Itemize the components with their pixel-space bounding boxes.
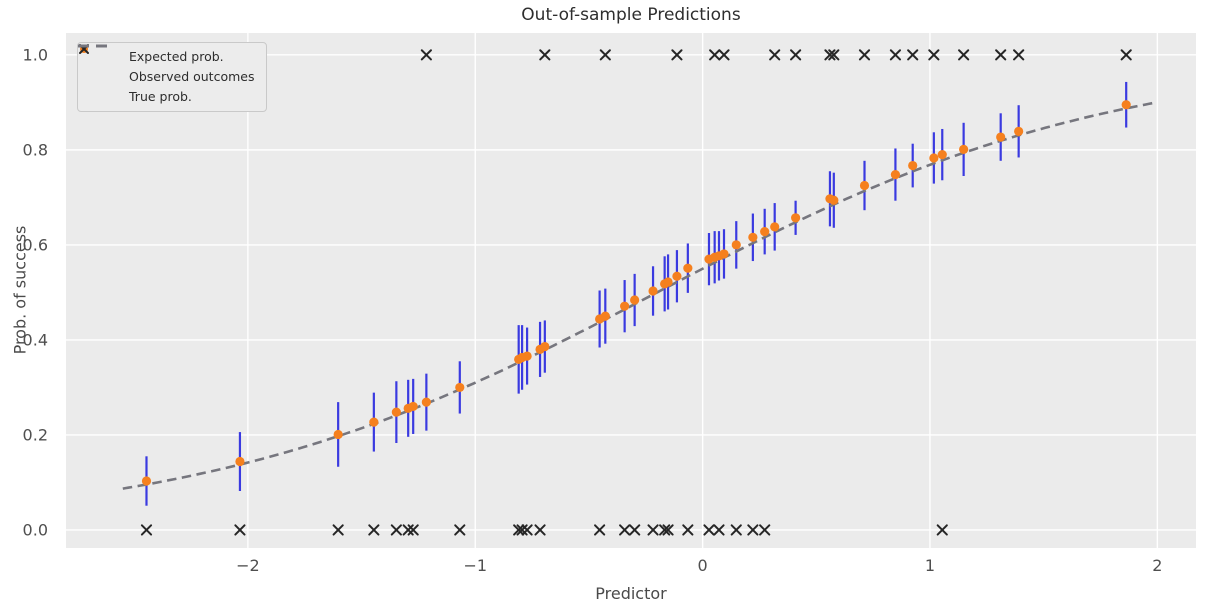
x-tick-label: 0: [697, 556, 708, 575]
chart-title: Out-of-sample Predictions: [521, 5, 741, 25]
observed-outcome-marker: [513, 524, 525, 536]
observed-outcome-marker: [858, 49, 871, 61]
expected-prob-point: [719, 249, 729, 259]
expected-prob-point: [683, 263, 693, 273]
observed-outcome-marker: [769, 49, 781, 61]
expected-prob-point: [333, 429, 343, 440]
observed-outcome-marker: [907, 49, 919, 61]
observed-outcome-marker: [730, 524, 742, 536]
observed-outcome-marker: [454, 524, 466, 536]
expected-prob-point: [672, 271, 682, 281]
observed-outcome-marker: [718, 49, 730, 61]
observed-outcome-marker: [368, 524, 380, 536]
observed-outcome-marker: [521, 524, 533, 536]
observed-outcome-marker: [594, 524, 606, 536]
observed-outcome-marker: [234, 524, 246, 536]
legend: Expected prob. Observed outcomes True pr…: [77, 42, 268, 112]
observed-outcome-marker: [889, 49, 902, 61]
observed-outcome-marker: [936, 524, 948, 536]
expected-prob-point: [235, 456, 245, 467]
observed-outcome-marker: [1013, 49, 1025, 61]
observed-outcome-marker: [671, 49, 683, 61]
expected-prob-point: [141, 476, 152, 486]
y-tick-label: 0.0: [22, 520, 48, 540]
x-tick-label: 2: [1152, 556, 1163, 575]
y-tick-label: 0.6: [22, 235, 48, 255]
expected-prob-point: [731, 240, 741, 250]
legend-label: Observed outcomes: [129, 69, 255, 85]
legend-item-observed-outcomes: Observed outcomes: [79, 44, 255, 85]
expected-prob-point: [522, 351, 532, 361]
observed-outcome-marker: [420, 49, 432, 61]
observed-outcome-marker: [824, 49, 836, 61]
observed-outcome-marker: [647, 524, 659, 536]
expected-prob-point: [791, 213, 801, 223]
expected-prob-point: [408, 401, 418, 412]
observed-outcome-marker: [747, 524, 759, 536]
observed-outcome-marker: [682, 524, 694, 536]
observed-outcome-marker: [709, 49, 721, 61]
expected-prob-point: [620, 301, 630, 311]
x-tick-label: −1: [463, 556, 488, 575]
observed-outcome-marker: [390, 524, 402, 536]
expected-prob-point: [908, 160, 918, 171]
legend-item-true-prob: True prob.: [78, 44, 254, 105]
expected-prob-point: [937, 150, 947, 160]
expected-prob-point: [770, 222, 780, 232]
expected-prob-point: [663, 277, 673, 287]
expected-prob-point: [929, 153, 939, 163]
expected-prob-point: [421, 397, 431, 407]
observed-outcome-marker: [928, 49, 940, 61]
expected-prob-point: [959, 144, 969, 154]
observed-outcome-marker: [534, 524, 546, 536]
expected-prob-point: [630, 295, 640, 305]
expected-prob-point: [829, 195, 839, 205]
observed-outcome-marker: [332, 524, 344, 536]
y-tick-label: 1.0: [22, 45, 48, 65]
x-marker-icon: [79, 44, 120, 84]
observed-outcome-marker: [659, 524, 671, 536]
expected-prob-point: [455, 382, 465, 393]
expected-prob-point: [859, 180, 870, 191]
x-axis-label: Predictor: [595, 584, 667, 603]
observed-outcome-marker: [958, 49, 970, 61]
legend-label: Expected prob.: [129, 49, 224, 65]
observed-outcome-marker: [662, 524, 674, 536]
y-tick-label: 0.4: [22, 330, 48, 350]
legend-item-expected-prob: Expected prob.: [80, 45, 254, 65]
plot-area: Expected prob. Observed outcomes True pr…: [66, 33, 1196, 548]
observed-outcome-marker: [703, 524, 715, 536]
observed-outcome-marker: [759, 524, 771, 536]
expected-prob-point: [760, 226, 770, 237]
x-tick-label: 1: [924, 556, 936, 575]
expected-prob-point: [391, 407, 401, 417]
expected-prob-point: [1121, 100, 1131, 110]
dashed-line-icon: [78, 44, 120, 104]
observed-outcome-marker: [790, 49, 802, 61]
y-tick-label: 0.8: [22, 140, 48, 160]
observed-outcome-marker: [828, 49, 840, 61]
expected-prob-point: [369, 417, 379, 427]
expected-prob-point: [996, 132, 1006, 142]
observed-outcome-marker: [1120, 49, 1132, 61]
legend-label: True prob.: [129, 89, 192, 105]
expected-prob-point: [540, 341, 550, 352]
true-prob-curve: [122, 100, 1158, 490]
expected-prob-point: [648, 286, 658, 296]
observed-outcome-marker: [629, 524, 641, 536]
observed-outcome-marker: [140, 524, 153, 536]
observed-outcome-marker: [619, 524, 631, 536]
y-tick-label: 0.2: [22, 425, 48, 445]
expected-prob-point: [1014, 126, 1024, 136]
observed-outcome-marker: [539, 49, 551, 61]
x-tick-label: −2: [236, 556, 260, 575]
observed-outcome-marker: [995, 49, 1007, 61]
observed-outcome-marker: [407, 524, 419, 536]
observed-outcome-marker: [713, 524, 725, 536]
expected-prob-point: [890, 169, 901, 180]
observed-outcome-marker: [599, 49, 611, 61]
expected-prob-point: [600, 311, 610, 321]
expected-prob-point: [748, 232, 758, 242]
